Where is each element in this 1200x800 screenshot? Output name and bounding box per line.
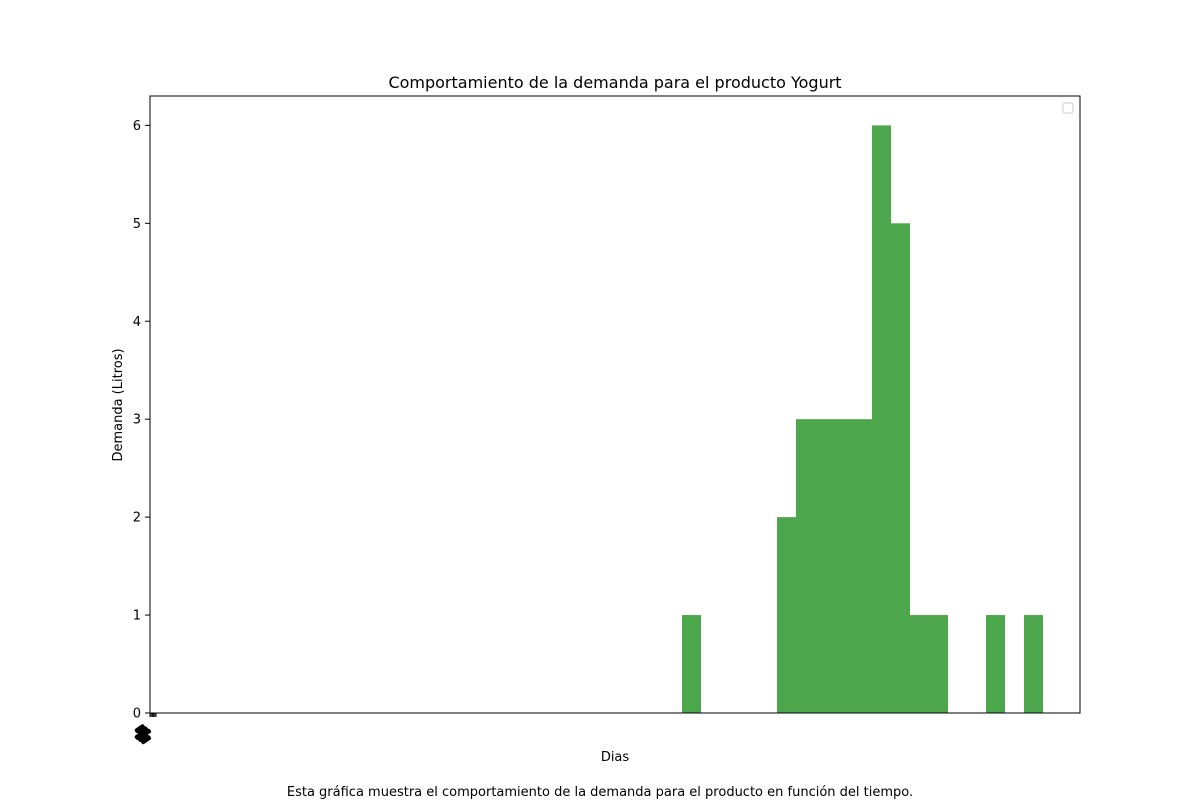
bar [682, 615, 701, 713]
bar [986, 615, 1005, 713]
y-tick-label: 6 [133, 119, 141, 134]
x-axis-ticks [134, 713, 157, 745]
bar [777, 517, 796, 713]
x-tick-label [134, 730, 146, 740]
chart-caption: Esta gráfica muestra el comportamiento d… [287, 785, 913, 800]
y-axis-label: Demanda (Litros) [111, 348, 126, 461]
plot-frame [149, 95, 1081, 714]
bar [1024, 615, 1043, 713]
y-tick-label: 4 [133, 315, 141, 330]
x-tick-label [140, 735, 152, 745]
y-tick-label: 1 [133, 609, 141, 624]
x-tick-label [137, 733, 149, 742]
bar [910, 615, 929, 713]
bar [815, 419, 834, 713]
bar [872, 125, 891, 713]
y-axis-ticks: 0 1 2 3 4 5 6 [133, 119, 150, 722]
bars-group [682, 125, 1043, 714]
y-tick-label: 2 [133, 511, 141, 526]
x-axis-label: Dias [601, 750, 630, 765]
bar [834, 419, 853, 713]
bar [796, 419, 815, 713]
legend-box [1062, 102, 1074, 114]
chart-title: Comportamiento de la demanda para el pro… [388, 73, 841, 92]
bar [929, 615, 948, 713]
x-tick-label [134, 724, 146, 734]
bar [891, 223, 910, 714]
y-tick-label: 0 [133, 707, 141, 722]
y-tick-label: 3 [133, 413, 141, 428]
y-tick-label: 5 [133, 217, 141, 232]
bar [853, 419, 872, 713]
